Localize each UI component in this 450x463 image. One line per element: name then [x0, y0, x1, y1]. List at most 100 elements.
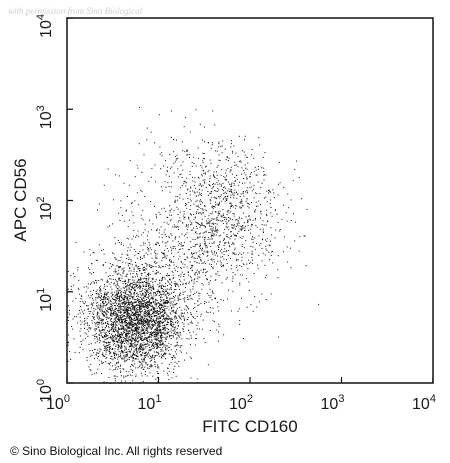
data-point	[114, 312, 116, 314]
data-point	[179, 255, 181, 257]
data-point	[240, 229, 242, 231]
data-point	[201, 328, 203, 330]
data-point	[177, 295, 179, 297]
data-point	[237, 166, 239, 168]
data-point	[131, 364, 133, 365]
data-point	[128, 238, 130, 240]
data-point	[118, 366, 120, 368]
data-point	[127, 327, 129, 329]
data-point	[186, 207, 188, 209]
data-point	[128, 331, 130, 332]
data-point	[178, 226, 180, 228]
data-point	[113, 351, 115, 353]
data-point	[87, 309, 89, 310]
data-point	[114, 237, 116, 239]
data-point	[225, 175, 227, 177]
data-point	[68, 334, 70, 336]
data-point	[223, 334, 225, 336]
data-point	[248, 207, 250, 209]
data-point	[199, 200, 201, 202]
data-point	[180, 331, 181, 333]
data-point	[161, 306, 162, 308]
data-point	[133, 323, 135, 324]
data-point	[236, 265, 238, 267]
data-point	[231, 204, 233, 206]
data-point	[182, 329, 184, 331]
data-point	[218, 213, 220, 214]
data-point	[179, 294, 180, 296]
data-point	[150, 201, 152, 202]
data-point	[119, 280, 121, 282]
data-point	[136, 311, 138, 313]
data-point	[157, 313, 159, 315]
data-point	[178, 335, 180, 337]
data-point	[119, 347, 121, 349]
data-point	[141, 324, 143, 326]
data-point	[179, 217, 181, 219]
data-point	[240, 202, 242, 204]
data-point	[196, 191, 198, 193]
data-point	[116, 293, 118, 295]
data-point	[174, 345, 176, 347]
data-point	[131, 327, 133, 328]
data-point	[137, 167, 139, 169]
data-point	[209, 280, 211, 282]
data-point	[122, 328, 124, 330]
data-point	[176, 331, 178, 333]
data-point	[175, 285, 177, 287]
data-point	[267, 220, 268, 222]
data-point	[161, 290, 163, 292]
data-point	[112, 323, 114, 325]
data-point	[267, 221, 269, 223]
data-point	[180, 165, 182, 167]
data-point	[185, 283, 187, 285]
data-point	[93, 316, 95, 318]
data-point	[117, 314, 119, 315]
data-point	[122, 271, 124, 273]
data-point	[265, 274, 267, 276]
data-point	[108, 308, 110, 310]
data-point	[111, 338, 113, 340]
data-point	[119, 219, 121, 221]
data-point	[128, 357, 130, 359]
data-point	[194, 292, 196, 294]
data-point	[163, 303, 165, 305]
data-point	[145, 275, 147, 277]
data-point	[149, 274, 151, 276]
data-point	[94, 349, 96, 350]
data-point	[223, 238, 225, 239]
data-point	[137, 294, 139, 295]
data-point	[148, 309, 150, 311]
data-point	[182, 284, 184, 286]
data-point	[175, 304, 177, 306]
data-point	[242, 263, 244, 265]
data-point	[258, 137, 260, 139]
data-point	[230, 183, 232, 185]
data-point	[130, 246, 132, 248]
data-point	[165, 301, 167, 303]
data-point	[146, 312, 148, 314]
data-point	[130, 366, 131, 368]
data-point	[134, 200, 136, 202]
data-point	[146, 294, 148, 296]
data-point	[226, 262, 228, 264]
data-point	[124, 340, 126, 342]
data-point	[117, 344, 119, 346]
data-point	[198, 188, 200, 190]
data-point	[158, 114, 160, 116]
data-point	[201, 249, 203, 251]
data-point	[126, 359, 128, 361]
data-point	[175, 326, 176, 328]
data-point	[246, 187, 248, 189]
data-point	[180, 244, 182, 246]
data-point	[89, 313, 91, 315]
data-point	[129, 374, 131, 376]
data-point	[290, 219, 292, 221]
data-point	[129, 278, 131, 280]
data-point	[162, 322, 164, 324]
data-point	[188, 274, 190, 276]
data-point	[123, 301, 125, 303]
data-point	[128, 335, 130, 337]
data-point	[147, 307, 149, 309]
data-point	[130, 316, 132, 318]
